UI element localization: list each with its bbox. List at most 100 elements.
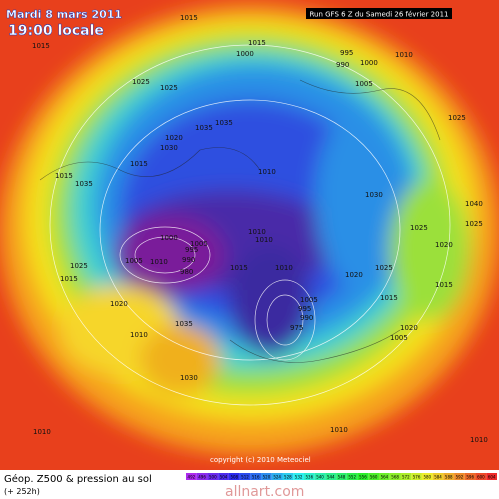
isobar-label: 1010 (130, 331, 148, 339)
scale-label: 504 (220, 475, 228, 480)
run-box (306, 8, 452, 19)
scale-label: 564 (381, 475, 389, 480)
scale-label: 520 (263, 475, 271, 480)
scale-swatch (421, 473, 433, 480)
time: 19:00 locale (8, 23, 104, 39)
scale-swatch (314, 473, 326, 480)
isobar-label: 1005 (300, 296, 318, 304)
isobar-label: 1025 (375, 264, 393, 272)
scale-swatch (228, 473, 240, 480)
isobar-label: 1005 (190, 240, 208, 248)
run-info: Run GFS 6 Z du Samedi 26 février 2011 (309, 11, 448, 19)
isobar-label: 1010 (255, 236, 273, 244)
isobar-label: 1020 (165, 134, 183, 142)
scale-swatch (239, 473, 251, 480)
isobar-label: 1000 (360, 59, 378, 67)
isobar-label: 1000 (236, 50, 254, 58)
scale-swatch (368, 473, 380, 480)
isobar-label: 1015 (55, 172, 73, 180)
scale-swatch (346, 473, 358, 480)
isobar-label: 1010 (248, 228, 266, 236)
isobar-label: 1005 (390, 334, 408, 342)
watermark: allnart.com (225, 484, 304, 499)
scale-swatch (475, 473, 487, 480)
scale-swatch (250, 473, 262, 480)
isobar-label: 990 (182, 256, 195, 264)
isobar-label: 980 (180, 268, 193, 276)
scale-swatch (400, 473, 412, 480)
isobar-label: 995 (185, 246, 198, 254)
scale-label: 532 (295, 475, 303, 480)
isobar-label: 995 (340, 49, 353, 57)
isobar-label: 1030 (365, 191, 383, 199)
scale-label: 572 (402, 475, 410, 480)
color-scale: 492 496 500 504 508 512 516 520 524 528 532 536 540 5… (186, 473, 497, 480)
isobar-label: 1015 (32, 42, 50, 50)
isobar-label: 1015 (435, 281, 453, 289)
isobar-label: 1010 (33, 428, 51, 436)
scale-swatch (261, 473, 272, 480)
scale-label: 496 (198, 475, 206, 480)
scale-label: 600 (477, 475, 485, 480)
isobar-label: 975 (290, 324, 303, 332)
scale-swatch (443, 473, 455, 480)
isobar-label: 1030 (180, 374, 198, 382)
scale-swatch (293, 473, 304, 480)
copyright: copyright (c) 2010 Meteociel (210, 456, 311, 464)
scale-swatch (325, 473, 337, 480)
scale-swatch (196, 473, 208, 480)
isobar-label: 1035 (175, 320, 193, 328)
isobar-label: 1035 (195, 124, 213, 132)
isobar-label: 1025 (70, 262, 88, 270)
scale-swatch (432, 473, 444, 480)
scale-label: 580 (423, 475, 431, 480)
isobar-label: 1010 (470, 436, 488, 444)
scale-swatch (454, 473, 465, 480)
scale-swatch (486, 473, 497, 480)
scale-label: 568 (391, 475, 399, 480)
isobar-label: 1000 (160, 234, 178, 242)
isobar-label: 1005 (125, 257, 143, 265)
isobar-label: 1015 (130, 160, 148, 168)
scale-label: 604 (488, 475, 496, 480)
geopotential-field (0, 0, 499, 470)
isobar-label: 1025 (160, 84, 178, 92)
isobar-label: 1020 (345, 271, 363, 279)
isobar-label: 1025 (465, 220, 483, 228)
isobar-label: 1015 (380, 294, 398, 302)
isobar-label: 1015 (60, 275, 78, 283)
isobar-label: 1010 (330, 426, 348, 434)
isobar-label: 1020 (110, 300, 128, 308)
scale-swatch (464, 473, 476, 480)
scale-swatch (411, 473, 422, 480)
isobar-label: 1015 (248, 39, 266, 47)
isobar-label: 1015 (230, 264, 248, 272)
scale-label: 528 (284, 475, 292, 480)
scale-label: 584 (434, 475, 442, 480)
scale-label: 556 (359, 475, 367, 480)
scale-label: 492 (188, 475, 196, 480)
isobar-label: 1010 (275, 264, 293, 272)
isobar-label: 1035 (215, 119, 233, 127)
scale-label: 524 (273, 475, 281, 480)
footer-lead: (+ 252h) (4, 487, 40, 496)
scale-swatch (389, 473, 401, 480)
scale-swatch (218, 473, 229, 480)
scale-label: 512 (241, 475, 249, 480)
date: Mardi 8 mars 2011 (6, 8, 122, 21)
isobar-label: 1040 (465, 200, 483, 208)
isobar-label: 1025 (410, 224, 428, 232)
scale-label: 536 (306, 475, 314, 480)
scale-label: 560 (370, 475, 378, 480)
scale-label: 548 (338, 475, 346, 480)
isobar-label: 1020 (435, 241, 453, 249)
scale-swatch (303, 473, 315, 480)
scale-label: 508 (230, 475, 238, 480)
isobar-label: 990 (300, 314, 313, 322)
scale-label: 540 (316, 475, 324, 480)
isobar-labels: 1015 1015 1000 1015 995 990 1000 1005 1010 1025 10… (32, 14, 488, 444)
isobar-label: 1015 (180, 14, 198, 22)
scale-label: 592 (456, 475, 464, 480)
scale-label: 544 (327, 475, 335, 480)
